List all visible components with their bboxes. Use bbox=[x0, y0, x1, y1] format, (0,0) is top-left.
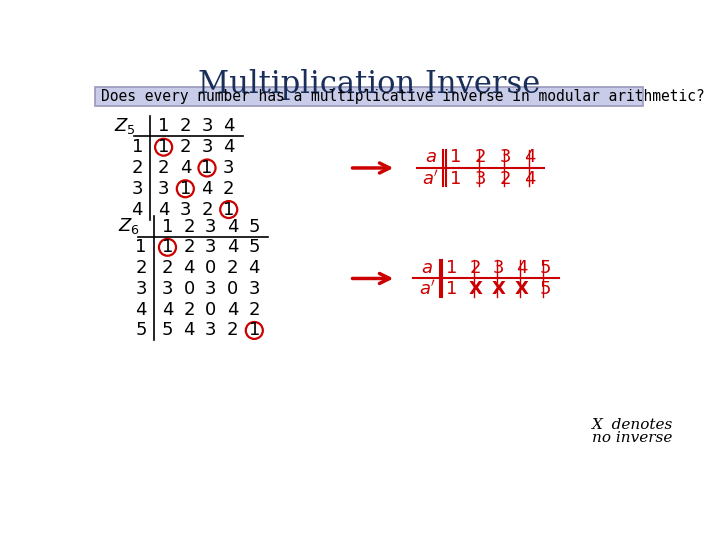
Text: 3: 3 bbox=[135, 280, 147, 298]
Text: 1: 1 bbox=[132, 138, 143, 156]
Text: X: X bbox=[468, 280, 482, 298]
Text: 4: 4 bbox=[227, 238, 238, 256]
Text: 3: 3 bbox=[162, 280, 174, 298]
Text: 0: 0 bbox=[227, 280, 238, 298]
Text: 3: 3 bbox=[205, 280, 217, 298]
Text: $a'$: $a'$ bbox=[418, 280, 436, 299]
Text: $a'$: $a'$ bbox=[423, 169, 440, 188]
Text: 1: 1 bbox=[223, 200, 235, 219]
Text: Does every number has a multiplicative inverse in modular arithmetic?: Does every number has a multiplicative i… bbox=[101, 89, 705, 104]
Text: $Z_6$: $Z_6$ bbox=[118, 217, 140, 237]
Text: 3: 3 bbox=[475, 170, 486, 188]
Text: 2: 2 bbox=[135, 259, 147, 277]
Text: 2: 2 bbox=[179, 138, 191, 156]
Text: 3: 3 bbox=[492, 259, 504, 276]
Text: 4: 4 bbox=[516, 259, 528, 276]
Text: 4: 4 bbox=[227, 218, 238, 235]
Text: 4: 4 bbox=[184, 321, 195, 340]
Text: 3: 3 bbox=[132, 180, 143, 198]
Text: 1: 1 bbox=[158, 117, 169, 136]
Text: 4: 4 bbox=[524, 148, 536, 166]
Text: 2: 2 bbox=[132, 159, 143, 177]
Text: 2: 2 bbox=[162, 259, 174, 277]
Text: 2: 2 bbox=[475, 148, 486, 166]
Text: 5: 5 bbox=[248, 238, 260, 256]
Text: 2: 2 bbox=[184, 218, 195, 235]
Text: 5: 5 bbox=[539, 259, 551, 276]
Text: 2: 2 bbox=[184, 301, 195, 319]
Text: 2: 2 bbox=[179, 117, 191, 136]
Text: X: X bbox=[492, 280, 505, 298]
Text: 4: 4 bbox=[223, 117, 235, 136]
Text: 1: 1 bbox=[158, 138, 169, 156]
Text: 2: 2 bbox=[202, 200, 213, 219]
Text: 3: 3 bbox=[205, 238, 217, 256]
Text: 2: 2 bbox=[227, 321, 238, 340]
Text: 4: 4 bbox=[248, 259, 260, 277]
Text: 0: 0 bbox=[205, 259, 217, 277]
Text: X: X bbox=[515, 280, 528, 298]
Text: 1: 1 bbox=[450, 148, 462, 166]
Text: 1: 1 bbox=[162, 218, 174, 235]
Text: 5: 5 bbox=[135, 321, 147, 340]
Text: 2: 2 bbox=[469, 259, 481, 276]
Text: 1: 1 bbox=[162, 238, 174, 256]
Text: 0: 0 bbox=[184, 280, 195, 298]
Text: 0: 0 bbox=[205, 301, 217, 319]
Text: 4: 4 bbox=[227, 301, 238, 319]
Text: 3: 3 bbox=[202, 138, 213, 156]
Text: 4: 4 bbox=[162, 301, 174, 319]
Text: 3: 3 bbox=[248, 280, 260, 298]
Text: 2: 2 bbox=[158, 159, 169, 177]
Text: 1: 1 bbox=[202, 159, 212, 177]
Text: $a$: $a$ bbox=[421, 259, 433, 276]
Text: 2: 2 bbox=[184, 238, 195, 256]
Text: 2: 2 bbox=[227, 259, 238, 277]
Text: 3: 3 bbox=[500, 148, 511, 166]
Text: 1: 1 bbox=[446, 259, 458, 276]
Text: 5: 5 bbox=[162, 321, 174, 340]
Text: $Z_5$: $Z_5$ bbox=[114, 117, 135, 137]
Text: 3: 3 bbox=[158, 180, 169, 198]
Text: 1: 1 bbox=[179, 180, 191, 198]
Text: 2: 2 bbox=[500, 170, 511, 188]
Text: 3: 3 bbox=[202, 117, 213, 136]
Text: X  denotes: X denotes bbox=[593, 418, 674, 432]
Text: 4: 4 bbox=[524, 170, 536, 188]
Text: 2: 2 bbox=[248, 301, 260, 319]
Text: 5: 5 bbox=[248, 218, 260, 235]
FancyBboxPatch shape bbox=[96, 87, 644, 106]
Text: 2: 2 bbox=[223, 180, 235, 198]
Text: $a$: $a$ bbox=[425, 148, 437, 166]
Text: 3: 3 bbox=[205, 218, 217, 235]
Text: 1: 1 bbox=[248, 321, 260, 340]
Text: 3: 3 bbox=[223, 159, 235, 177]
Text: 4: 4 bbox=[158, 200, 169, 219]
Text: Multiplication Inverse: Multiplication Inverse bbox=[198, 69, 540, 99]
Text: 4: 4 bbox=[184, 259, 195, 277]
Text: 4: 4 bbox=[223, 138, 235, 156]
Text: 1: 1 bbox=[446, 280, 458, 298]
Text: 4: 4 bbox=[132, 200, 143, 219]
Text: 1: 1 bbox=[135, 238, 147, 256]
Text: 5: 5 bbox=[539, 280, 551, 298]
Text: 4: 4 bbox=[135, 301, 147, 319]
Text: 3: 3 bbox=[205, 321, 217, 340]
Text: no inverse: no inverse bbox=[593, 431, 672, 446]
Text: 1: 1 bbox=[450, 170, 462, 188]
Text: 4: 4 bbox=[179, 159, 191, 177]
Text: 3: 3 bbox=[179, 200, 191, 219]
Text: 4: 4 bbox=[202, 180, 213, 198]
